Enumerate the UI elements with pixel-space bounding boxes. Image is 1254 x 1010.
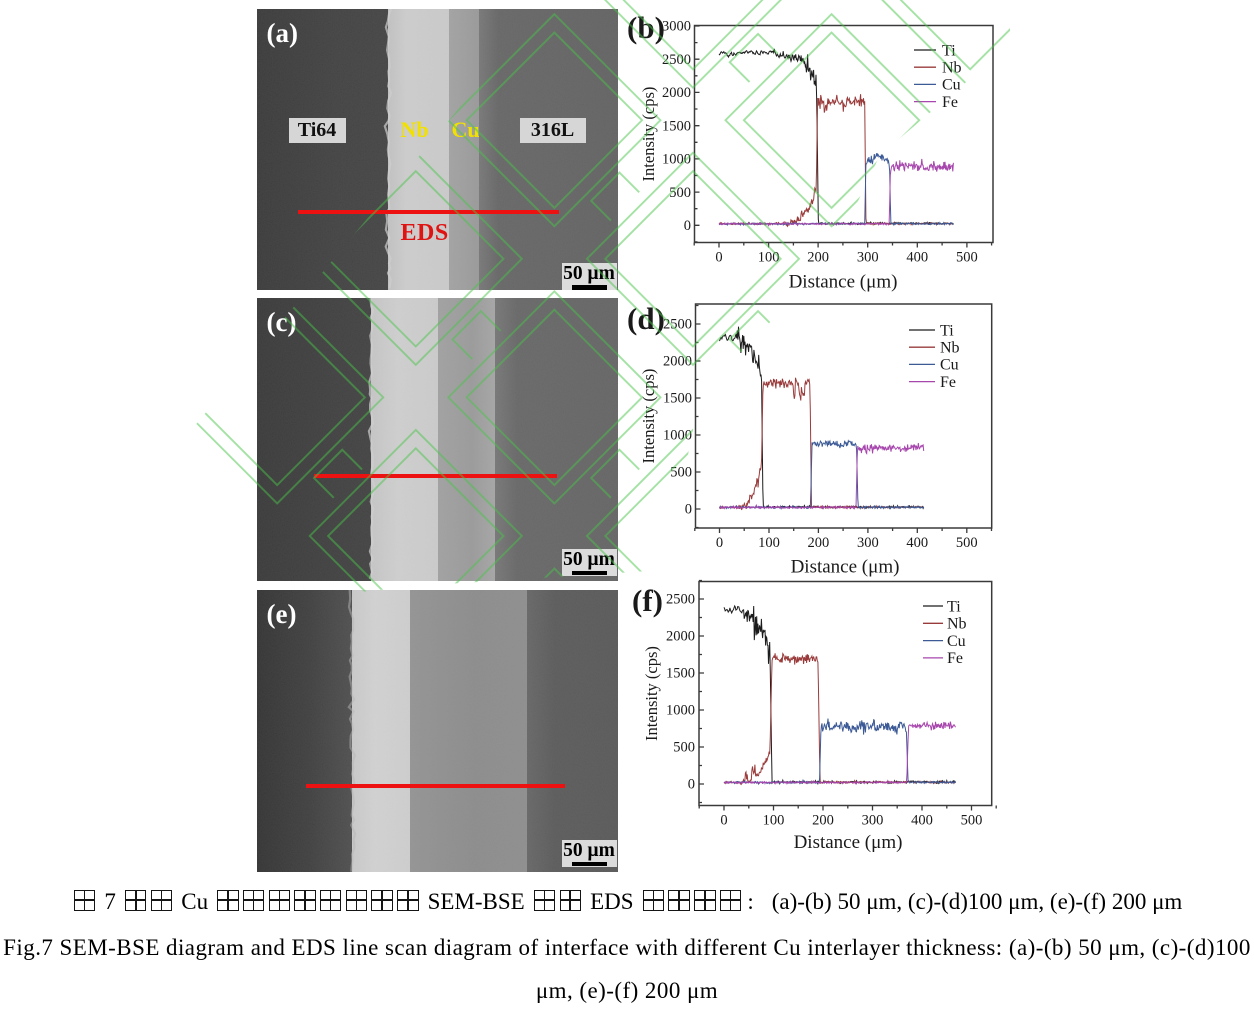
svg-text:Intensity (cps): Intensity (cps) (642, 646, 661, 741)
svg-text:200: 200 (812, 812, 834, 828)
svg-text:500: 500 (670, 465, 692, 481)
svg-text:0: 0 (685, 502, 692, 518)
svg-text:400: 400 (906, 535, 928, 551)
svg-text:Fe: Fe (947, 650, 963, 667)
svg-text:2000: 2000 (663, 354, 692, 370)
svg-text:2000: 2000 (666, 629, 695, 645)
svg-text:400: 400 (906, 249, 928, 265)
svg-text:300: 300 (857, 249, 879, 265)
svg-text:1500: 1500 (666, 666, 695, 682)
svg-text:0: 0 (716, 535, 723, 551)
svg-text:1000: 1000 (663, 428, 692, 444)
svg-text:Ti: Ti (942, 42, 956, 59)
svg-text:Nb: Nb (940, 340, 960, 357)
svg-text:Intensity (cps): Intensity (cps) (639, 369, 658, 464)
svg-text:2000: 2000 (662, 85, 691, 101)
svg-text:2500: 2500 (666, 592, 695, 608)
svg-text:0: 0 (688, 777, 695, 793)
svg-text:500: 500 (669, 185, 691, 201)
svg-text:500: 500 (956, 249, 978, 265)
svg-text:Ti: Ti (947, 598, 961, 615)
svg-text:1000: 1000 (662, 152, 691, 168)
svg-text:Distance (μm): Distance (μm) (789, 272, 898, 293)
svg-text:Distance (μm): Distance (μm) (791, 557, 900, 578)
svg-text:100: 100 (758, 535, 780, 551)
svg-text:200: 200 (807, 249, 829, 265)
svg-text:500: 500 (673, 740, 695, 756)
svg-text:Ti: Ti (940, 322, 954, 339)
svg-text:Cu: Cu (947, 633, 966, 650)
svg-text:(b): (b) (627, 10, 665, 45)
svg-text:100: 100 (758, 249, 780, 265)
svg-text:(d): (d) (627, 301, 665, 336)
svg-text:Fe: Fe (942, 94, 958, 111)
svg-text:0: 0 (715, 249, 722, 265)
svg-text:2500: 2500 (662, 52, 691, 68)
svg-text:400: 400 (911, 812, 933, 828)
svg-text:Cu: Cu (942, 77, 961, 94)
svg-text:300: 300 (862, 812, 884, 828)
svg-text:2500: 2500 (663, 317, 692, 333)
svg-text:200: 200 (808, 535, 830, 551)
svg-text:1000: 1000 (666, 703, 695, 719)
svg-text:Distance (μm): Distance (μm) (794, 832, 903, 853)
svg-text:1500: 1500 (663, 391, 692, 407)
svg-text:300: 300 (857, 535, 879, 551)
svg-text:Intensity (cps): Intensity (cps) (639, 87, 658, 182)
svg-text:500: 500 (961, 812, 983, 828)
svg-text:500: 500 (956, 535, 978, 551)
svg-text:Fe: Fe (940, 374, 956, 391)
svg-text:Cu: Cu (940, 357, 959, 374)
svg-text:Nb: Nb (942, 60, 962, 77)
svg-text:(f): (f) (632, 583, 663, 618)
svg-text:0: 0 (684, 218, 691, 234)
svg-text:0: 0 (720, 812, 727, 828)
svg-text:100: 100 (763, 812, 785, 828)
svg-text:3000: 3000 (662, 19, 691, 35)
svg-text:Nb: Nb (947, 616, 967, 633)
svg-text:1500: 1500 (662, 118, 691, 134)
